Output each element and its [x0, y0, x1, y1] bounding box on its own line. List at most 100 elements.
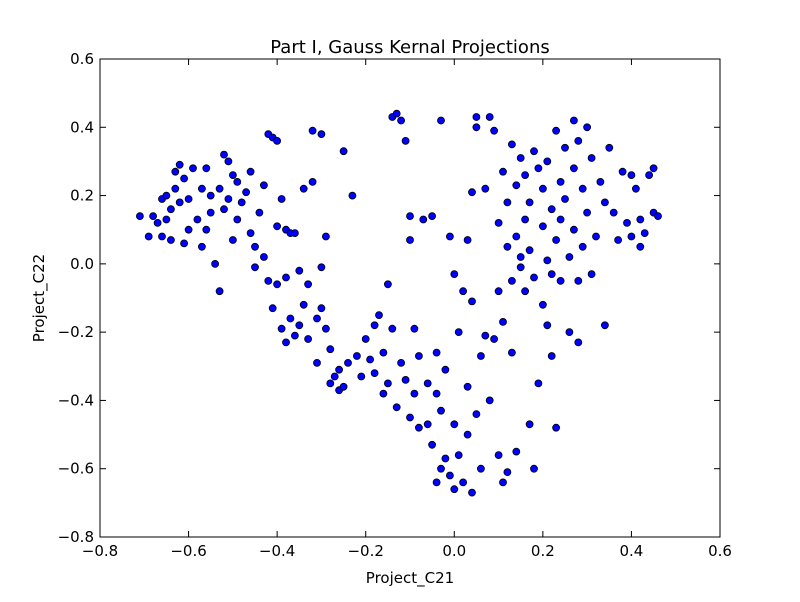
- data-point: [423, 379, 432, 388]
- data-point: [259, 181, 268, 190]
- data-point: [308, 126, 317, 135]
- data-point: [583, 123, 591, 132]
- data-point: [601, 198, 609, 207]
- data-point: [401, 136, 410, 145]
- data-point: [539, 184, 547, 193]
- chart-title: Part I, Gauss Kernal Projections: [270, 37, 549, 58]
- data-point: [352, 352, 361, 360]
- data-point: [499, 167, 507, 176]
- y-tick-label: 0.6: [70, 50, 94, 68]
- data-point: [463, 430, 472, 439]
- data-point: [516, 263, 525, 272]
- data-point: [507, 276, 516, 285]
- data-point: [326, 379, 335, 388]
- data-point: [556, 215, 565, 224]
- y-tick-label: −0.4: [58, 391, 94, 409]
- y-tick-label: 0.2: [70, 187, 94, 205]
- data-point: [286, 314, 295, 323]
- data-point: [414, 423, 423, 432]
- data-point: [476, 352, 485, 360]
- data-point: [636, 215, 645, 224]
- data-point: [605, 143, 614, 152]
- data-point: [406, 236, 414, 244]
- data-point: [494, 287, 503, 296]
- data-point: [242, 188, 251, 197]
- data-point: [428, 212, 437, 221]
- data-point: [468, 297, 476, 306]
- data-point: [428, 440, 437, 449]
- data-point: [317, 130, 326, 139]
- data-point: [282, 273, 290, 282]
- data-point: [561, 143, 569, 152]
- data-point: [636, 242, 645, 251]
- data-point: [268, 304, 277, 313]
- data-point: [534, 379, 543, 388]
- data-point: [490, 335, 499, 343]
- data-point: [295, 321, 304, 330]
- data-point: [144, 232, 153, 241]
- data-point: [401, 375, 410, 384]
- data-point: [512, 447, 521, 456]
- data-point: [432, 478, 441, 487]
- data-point: [437, 116, 445, 125]
- data-point: [530, 147, 538, 156]
- data-point: [220, 205, 228, 214]
- data-point: [273, 136, 282, 145]
- data-point: [246, 229, 255, 238]
- data-point: [321, 324, 330, 333]
- data-point: [552, 126, 560, 135]
- data-point: [499, 478, 507, 487]
- data-point: [454, 328, 463, 337]
- data-point: [158, 232, 166, 241]
- data-point: [547, 352, 556, 360]
- data-point: [618, 167, 627, 176]
- x-tick-label: 0.2: [531, 542, 555, 560]
- data-point: [162, 191, 171, 200]
- data-point: [445, 232, 454, 241]
- data-point: [246, 167, 255, 176]
- data-point: [313, 314, 321, 323]
- x-axis-label: Project_C21: [366, 569, 454, 588]
- data-point: [348, 191, 357, 200]
- data-point: [189, 164, 197, 173]
- data-point: [290, 229, 299, 238]
- data-point: [326, 345, 335, 354]
- data-point: [450, 420, 459, 429]
- data-point: [277, 324, 286, 333]
- data-point: [507, 348, 516, 357]
- data-point: [175, 198, 184, 207]
- data-point: [233, 177, 242, 186]
- data-point: [556, 177, 565, 186]
- data-point: [534, 164, 543, 173]
- data-point: [392, 109, 401, 118]
- data-point: [596, 177, 605, 186]
- data-point: [507, 140, 516, 149]
- data-point: [166, 205, 175, 214]
- data-point: [587, 154, 596, 162]
- data-point: [530, 464, 538, 473]
- data-point: [419, 215, 428, 224]
- data-point: [166, 236, 175, 244]
- data-point: [388, 324, 397, 333]
- data-point: [397, 358, 406, 367]
- data-point: [184, 225, 193, 234]
- data-point: [543, 321, 552, 330]
- data-point: [432, 389, 441, 398]
- data-point: [645, 171, 653, 180]
- data-point: [574, 136, 583, 145]
- data-point: [406, 413, 414, 422]
- data-point: [499, 317, 507, 326]
- data-point: [264, 276, 273, 285]
- data-point: [516, 154, 525, 162]
- data-point: [627, 171, 636, 180]
- data-point: [485, 396, 494, 405]
- data-point: [556, 276, 565, 285]
- data-point: [335, 365, 344, 374]
- data-point: [539, 222, 547, 231]
- data-point: [503, 198, 512, 207]
- data-point: [552, 236, 560, 244]
- data-point: [251, 242, 259, 251]
- data-point: [406, 212, 414, 221]
- data-point: [290, 331, 299, 340]
